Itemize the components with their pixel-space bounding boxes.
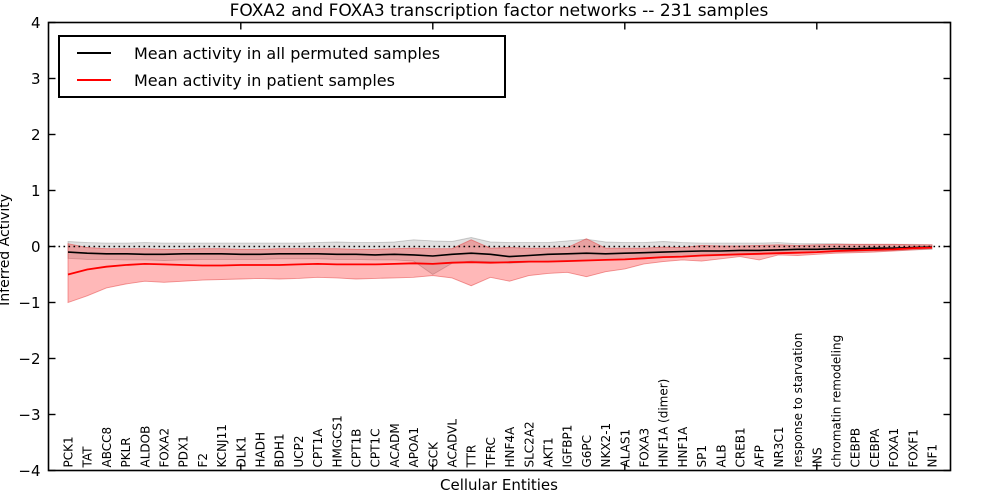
y-axis-label: Inferred Activity <box>0 194 13 306</box>
x-tick-label: AKT1 <box>542 437 556 467</box>
x-tick-label: KCNJ11 <box>215 424 229 467</box>
legend-item-patient: Mean activity in patient samples <box>60 67 504 93</box>
x-tick-label: ACADVL <box>446 419 460 468</box>
x-tick-label: FOXA1 <box>887 428 901 468</box>
x-tick-label: HADH <box>254 432 268 468</box>
y-tick-label: −1 <box>18 294 40 312</box>
y-axis-label-wrap: Inferred Activity <box>0 0 13 500</box>
x-tick-label: TAT <box>81 446 95 469</box>
y-tick-label: 0 <box>31 238 41 256</box>
y-tick-label: 4 <box>31 14 41 32</box>
y-tick-label: 1 <box>31 182 41 200</box>
x-tick-label: HNF1A <box>676 426 690 468</box>
x-tick-label: FOXF1 <box>906 429 920 467</box>
x-tick-label: G6PC <box>580 435 594 468</box>
x-tick-label: TTR <box>465 445 479 469</box>
x-tick-label: F2 <box>196 453 210 468</box>
x-tick-label: CEBPB <box>849 428 863 468</box>
x-tick-label: IGFBP1 <box>561 425 575 468</box>
x-tick-label: NR3C1 <box>772 427 786 468</box>
x-tick-label: FOXA2 <box>158 428 172 468</box>
legend-line-swatch-red <box>77 79 111 81</box>
x-tick-label: ALDOB <box>138 426 152 468</box>
x-tick-label: ALAS1 <box>618 429 632 468</box>
x-tick-label: CREB1 <box>734 427 748 467</box>
legend-line-swatch-black <box>77 52 111 54</box>
x-tick-label: HMGCS1 <box>330 415 344 467</box>
legend: Mean activity in all permuted samples Me… <box>58 35 506 98</box>
x-axis-label: Cellular Entities <box>440 476 558 494</box>
legend-item-permuted: Mean activity in all permuted samples <box>60 40 504 66</box>
x-tick-label: NKX2-1 <box>599 423 613 468</box>
x-tick-label: CPT1C <box>369 429 383 468</box>
x-tick-label: TFRC <box>484 437 498 468</box>
patient-mean-line <box>67 246 933 276</box>
chart-title: FOXA2 and FOXA3 transcription factor net… <box>229 1 769 21</box>
x-tick-label: PCK1 <box>62 436 76 467</box>
y-tick-label: −2 <box>18 350 40 368</box>
y-tick-label: −3 <box>18 406 40 424</box>
x-tick-label: CPT1A <box>311 428 325 468</box>
x-tick-label: PKLR <box>119 437 133 467</box>
x-tick-label: AFP <box>753 445 767 467</box>
x-tick-label: response to starvation <box>791 333 805 468</box>
x-tick-label: INS <box>810 447 824 467</box>
x-tick-label: chromatin remodeling <box>830 335 844 468</box>
x-tick-label: ALB <box>714 444 728 467</box>
x-tick-label: GCK <box>426 441 440 468</box>
y-tick-label: 2 <box>31 126 41 144</box>
legend-label: Mean activity in patient samples <box>134 70 395 90</box>
permuted-mean-line <box>67 246 933 258</box>
x-tick-label: SP1 <box>695 445 709 468</box>
x-tick-label: UCP2 <box>292 435 306 467</box>
x-tick-label: FOXA3 <box>638 428 652 468</box>
x-tick-label: BDH1 <box>273 433 287 467</box>
x-tick-label: ABCC8 <box>100 427 114 468</box>
x-tick-label: NF1 <box>926 444 940 468</box>
x-tick-label: PDX1 <box>177 435 191 467</box>
y-tick-label: −4 <box>18 462 40 480</box>
x-tick-label: ACADM <box>388 423 402 467</box>
legend-label: Mean activity in all permuted samples <box>134 43 441 63</box>
x-tick-label: HNF1A (dimer) <box>657 379 671 468</box>
x-tick-label: DLK1 <box>234 436 248 467</box>
y-tick-label: 3 <box>31 70 41 88</box>
x-tick-label: HNF4A <box>503 426 517 468</box>
x-tick-label: CPT1B <box>350 429 364 468</box>
x-tick-label: CEBPA <box>868 428 882 468</box>
x-tick-label: SLC2A2 <box>522 421 536 467</box>
x-tick-label: APOA1 <box>407 427 421 468</box>
